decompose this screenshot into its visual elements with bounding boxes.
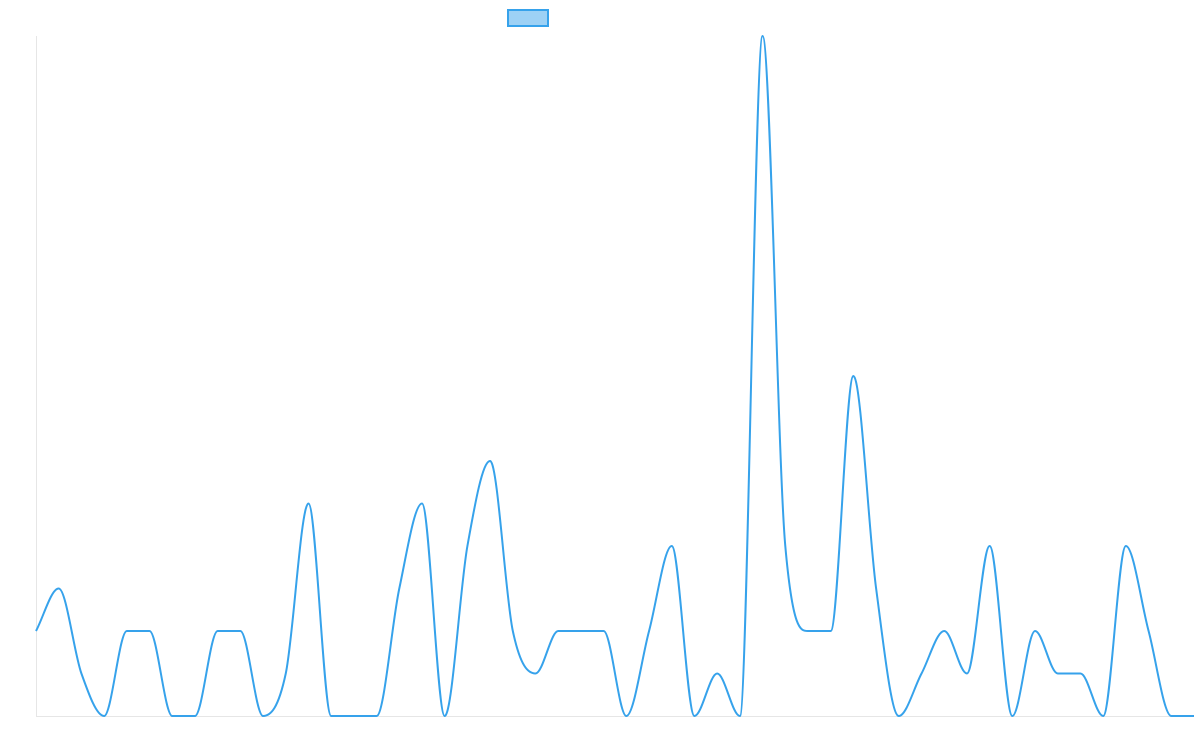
series-line [35,34,1194,718]
data-point[interactable] [578,628,584,634]
legend-swatch[interactable] [507,9,549,27]
data-point[interactable] [1009,713,1015,719]
data-point[interactable] [351,713,357,719]
data-point[interactable] [305,501,311,507]
data-point[interactable] [442,713,448,719]
data-point[interactable] [669,543,675,549]
data-point[interactable] [328,713,334,719]
data-point[interactable] [192,713,198,719]
data-point[interactable] [555,628,561,634]
data-point[interactable] [147,628,153,634]
data-point[interactable] [964,671,970,677]
data-point[interactable] [850,373,856,379]
data-point[interactable] [1191,713,1197,719]
data-point[interactable] [487,458,493,464]
data-point[interactable] [1032,628,1038,634]
series-layer [33,33,1197,719]
data-point[interactable] [237,628,243,634]
data-point[interactable] [283,671,289,677]
data-point[interactable] [987,543,993,549]
data-point[interactable] [828,628,834,634]
data-point[interactable] [464,543,470,549]
data-point[interactable] [101,713,107,719]
data-point[interactable] [33,628,39,634]
data-point[interactable] [1100,713,1106,719]
data-point[interactable] [1146,628,1152,634]
data-point[interactable] [1168,713,1174,719]
data-point[interactable] [737,713,743,719]
data-point[interactable] [805,628,811,634]
data-point[interactable] [601,628,607,634]
data-point[interactable] [1055,671,1061,677]
data-point[interactable] [396,586,402,592]
data-point[interactable] [760,33,766,39]
data-point[interactable] [169,713,175,719]
data-point[interactable] [623,713,629,719]
data-point[interactable] [124,628,130,634]
data-point[interactable] [260,713,266,719]
data-point[interactable] [56,586,62,592]
data-point[interactable] [374,713,380,719]
data-point[interactable] [646,628,652,634]
data-point[interactable] [714,671,720,677]
data-point[interactable] [782,543,788,549]
data-point[interactable] [78,671,84,677]
legend[interactable] [507,9,549,27]
data-point[interactable] [419,501,425,507]
data-point[interactable] [1077,671,1083,677]
data-point[interactable] [919,671,925,677]
data-point[interactable] [873,586,879,592]
data-point[interactable] [896,713,902,719]
data-point[interactable] [510,628,516,634]
data-point[interactable] [1123,543,1129,549]
data-point[interactable] [941,628,947,634]
data-point[interactable] [533,671,539,677]
data-point[interactable] [215,628,221,634]
data-point[interactable] [691,713,697,719]
